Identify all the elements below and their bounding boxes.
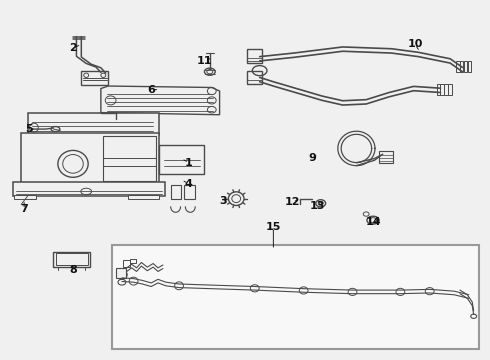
Bar — [53, 252, 90, 267]
Polygon shape — [101, 86, 220, 115]
Bar — [441, 84, 444, 95]
Text: 11: 11 — [197, 56, 213, 66]
Bar — [130, 259, 136, 263]
Bar — [444, 84, 448, 95]
Bar — [13, 182, 165, 196]
Text: 1: 1 — [185, 158, 193, 168]
Text: 15: 15 — [266, 222, 281, 232]
Bar — [464, 61, 467, 72]
Bar — [14, 195, 36, 199]
Bar — [123, 260, 130, 267]
Bar — [247, 71, 262, 84]
Bar — [184, 185, 195, 199]
Text: 12: 12 — [285, 197, 301, 207]
Bar — [56, 253, 88, 265]
Text: 2: 2 — [69, 43, 77, 53]
Bar — [103, 136, 156, 181]
Text: 3: 3 — [219, 196, 227, 206]
Text: 10: 10 — [407, 40, 423, 49]
Bar — [456, 61, 460, 72]
Bar — [21, 134, 159, 183]
Bar — [116, 267, 126, 278]
Text: 7: 7 — [20, 204, 28, 215]
Text: 9: 9 — [309, 153, 317, 163]
Text: 14: 14 — [365, 217, 381, 227]
Bar — [379, 151, 393, 163]
Text: 8: 8 — [69, 265, 77, 275]
Text: 4: 4 — [185, 179, 193, 189]
Bar — [460, 61, 464, 72]
Bar — [247, 49, 262, 63]
Text: 6: 6 — [147, 85, 155, 95]
Bar — [159, 145, 204, 174]
Bar — [128, 195, 159, 199]
Bar — [468, 61, 471, 72]
Bar — [81, 71, 108, 85]
Bar — [437, 84, 440, 95]
Text: 5: 5 — [25, 124, 33, 134]
Text: 13: 13 — [310, 201, 325, 211]
Bar — [112, 245, 479, 349]
Bar — [27, 113, 159, 135]
Bar — [448, 84, 452, 95]
Bar — [171, 185, 181, 199]
